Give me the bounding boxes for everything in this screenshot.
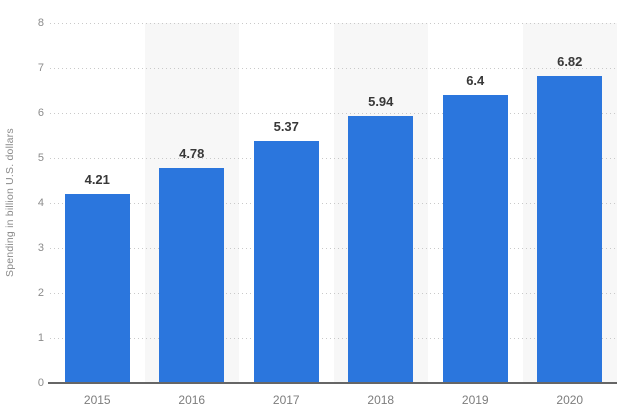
y-tick-label: 2 (37, 287, 44, 299)
bar-value-label: 5.37 (273, 119, 299, 135)
gridline (50, 113, 617, 114)
bar-value-label: 5.94 (368, 93, 394, 109)
bar[interactable] (64, 193, 130, 382)
gridline (50, 158, 617, 159)
y-tick-label: 4 (37, 197, 44, 209)
bar-value-label: 4.21 (84, 171, 110, 187)
bar[interactable] (442, 95, 508, 382)
y-tick-label: 5 (37, 152, 44, 164)
bar[interactable] (159, 167, 225, 382)
x-axis-baseline (48, 382, 617, 384)
y-axis-title: Spending in billion U.S. dollars (4, 128, 16, 278)
bar-value-label: 4.78 (179, 145, 205, 161)
x-axis-category-label: 2020 (556, 393, 584, 407)
gridline (50, 23, 617, 24)
y-tick-label: 0 (37, 377, 44, 389)
y-tick-label: 6 (37, 107, 44, 119)
y-tick-label: 1 (37, 332, 44, 344)
x-axis-category-label: 2017 (272, 393, 300, 407)
bar-value-label: 6.4 (466, 73, 485, 88)
y-tick-label: 7 (37, 62, 44, 74)
bar[interactable] (537, 76, 603, 382)
x-axis-category-label: 2018 (367, 393, 395, 407)
gridline (50, 293, 617, 294)
gridline (50, 68, 617, 69)
bar[interactable] (253, 141, 319, 382)
bar[interactable] (348, 115, 414, 382)
gridline (50, 248, 617, 249)
x-axis-category-label: 2015 (83, 393, 111, 407)
x-axis-category-label: 2019 (461, 393, 489, 407)
y-tick-label: 8 (37, 17, 44, 29)
gridline (50, 203, 617, 204)
x-axis-category-label: 2016 (178, 393, 206, 407)
bar-value-label: 6.82 (557, 54, 583, 70)
gridline (50, 338, 617, 339)
y-tick-label: 3 (37, 242, 44, 254)
